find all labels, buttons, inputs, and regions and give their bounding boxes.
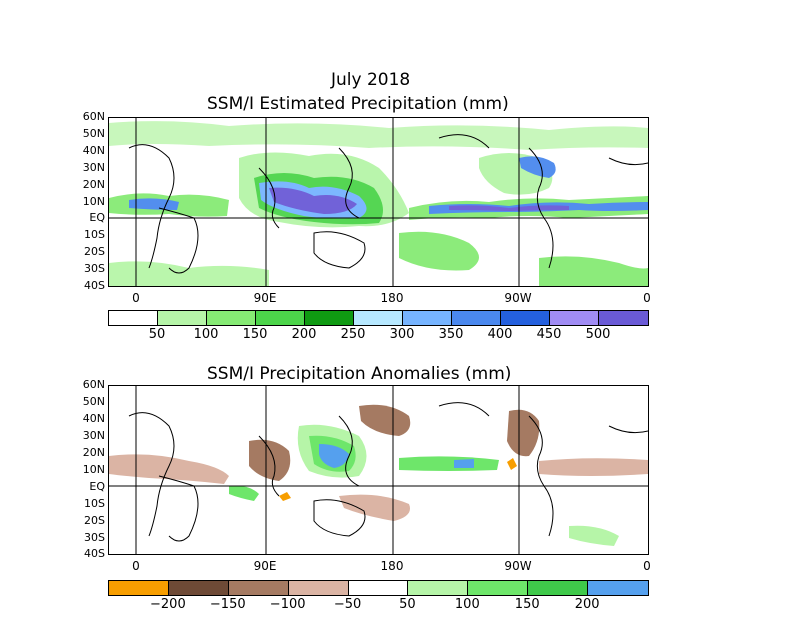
bottom-lat-label: EQ bbox=[89, 480, 105, 493]
bottom-panel-title: SSM/I Precipitation Anomalies (mm) bbox=[207, 364, 512, 384]
colorbar-swatch bbox=[256, 311, 305, 325]
top-lat-label: 60N bbox=[82, 110, 105, 123]
bottom-lat-label: 10N bbox=[82, 463, 105, 476]
colorbar-swatch bbox=[207, 311, 256, 325]
bottom-lon-label: 0 bbox=[132, 559, 140, 573]
top-lat-label: 30N bbox=[82, 161, 105, 174]
colorbar-label: 400 bbox=[487, 327, 513, 342]
bottom-lat-label: 40N bbox=[82, 412, 105, 425]
bottom-lat-label: 40S bbox=[84, 547, 105, 560]
colorbar-swatch bbox=[158, 311, 207, 325]
colorbar-label: 150 bbox=[514, 597, 540, 612]
chart-date: July 2018 bbox=[331, 70, 411, 90]
colorbar-label: −100 bbox=[269, 597, 306, 612]
colorbar-swatch bbox=[408, 581, 469, 595]
bottom-lat-label: 20S bbox=[84, 514, 105, 527]
top-lon-label: 180 bbox=[380, 291, 404, 305]
bottom-lat-label: 30N bbox=[82, 429, 105, 442]
colorbar-label: −50 bbox=[333, 597, 362, 612]
colorbar-label: −200 bbox=[150, 597, 186, 612]
colorbar-swatch bbox=[228, 581, 289, 595]
bottom-lon-label: 90E bbox=[253, 559, 277, 573]
colorbar-swatch bbox=[501, 311, 550, 325]
top-lat-label: EQ bbox=[89, 211, 105, 224]
bottom-anomaly-fields bbox=[109, 404, 648, 546]
colorbar-swatch bbox=[168, 581, 229, 595]
top-lat-label: 20N bbox=[82, 178, 105, 191]
top-lat-label: 30S bbox=[84, 262, 105, 275]
colorbar-swatch bbox=[452, 311, 501, 325]
bottom-lon-label: 0 bbox=[643, 559, 651, 573]
top-coastlines bbox=[128, 134, 648, 274]
colorbar-label: 150 bbox=[242, 327, 268, 342]
bottom-lon-label: 90W bbox=[504, 559, 532, 573]
top-lat-label: 10S bbox=[84, 228, 105, 241]
colorbar-label: 100 bbox=[454, 597, 480, 612]
colorbar-label: 450 bbox=[536, 327, 562, 342]
colorbar-swatch bbox=[348, 581, 409, 595]
colorbar-swatch bbox=[599, 311, 648, 325]
colorbar-label: 500 bbox=[585, 327, 611, 342]
colorbar-label: 100 bbox=[193, 327, 219, 342]
bottom-lat-label: 20N bbox=[82, 446, 105, 459]
top-lon-label: 0 bbox=[643, 291, 651, 305]
colorbar-label: 200 bbox=[291, 327, 317, 342]
colorbar-swatch bbox=[528, 581, 588, 595]
bottom-anomaly-map bbox=[108, 385, 649, 555]
bottom-lon-label: 180 bbox=[380, 559, 404, 573]
top-lon-label: 90W bbox=[504, 291, 532, 305]
bottom-colorbar bbox=[108, 580, 649, 596]
colorbar-swatch bbox=[550, 311, 599, 325]
bottom-lat-label: 30S bbox=[84, 531, 105, 544]
top-map-graphic bbox=[109, 118, 648, 286]
colorbar-swatch bbox=[305, 311, 354, 325]
bottom-lat-label: 50N bbox=[82, 395, 105, 408]
colorbar-label: 300 bbox=[389, 327, 415, 342]
top-colorbar bbox=[108, 310, 649, 326]
top-lat-label: 20S bbox=[84, 245, 105, 258]
top-lon-label: 0 bbox=[132, 291, 140, 305]
top-lon-label: 90E bbox=[253, 291, 277, 305]
colorbar-swatch bbox=[109, 581, 169, 595]
top-precip-map bbox=[108, 117, 649, 287]
bottom-lat-label: 60N bbox=[82, 378, 105, 391]
top-lat-label: 40N bbox=[82, 144, 105, 157]
colorbar-swatch bbox=[588, 581, 648, 595]
colorbar-swatch bbox=[109, 311, 158, 325]
colorbar-label: 250 bbox=[340, 327, 366, 342]
colorbar-label: 50 bbox=[148, 327, 166, 342]
top-lat-label: 40S bbox=[84, 279, 105, 292]
colorbar-swatch bbox=[468, 581, 529, 595]
colorbar-label: −150 bbox=[209, 597, 246, 612]
bottom-lat-label: 10S bbox=[84, 497, 105, 510]
top-panel-title: SSM/I Estimated Precipitation (mm) bbox=[207, 94, 509, 114]
bottom-map-graphic bbox=[109, 386, 648, 554]
colorbar-swatch bbox=[354, 311, 403, 325]
top-lat-label: 50N bbox=[82, 127, 105, 140]
colorbar-label: 50 bbox=[399, 597, 416, 612]
colorbar-label: 200 bbox=[574, 597, 600, 612]
top-precip-fields bbox=[109, 121, 648, 286]
top-gridlines bbox=[109, 118, 648, 286]
bottom-coastlines bbox=[128, 402, 648, 542]
bottom-gridlines bbox=[109, 386, 648, 554]
top-lat-label: 10N bbox=[82, 195, 105, 208]
colorbar-label: 350 bbox=[438, 327, 464, 342]
colorbar-swatch bbox=[288, 581, 349, 595]
colorbar-swatch bbox=[403, 311, 452, 325]
